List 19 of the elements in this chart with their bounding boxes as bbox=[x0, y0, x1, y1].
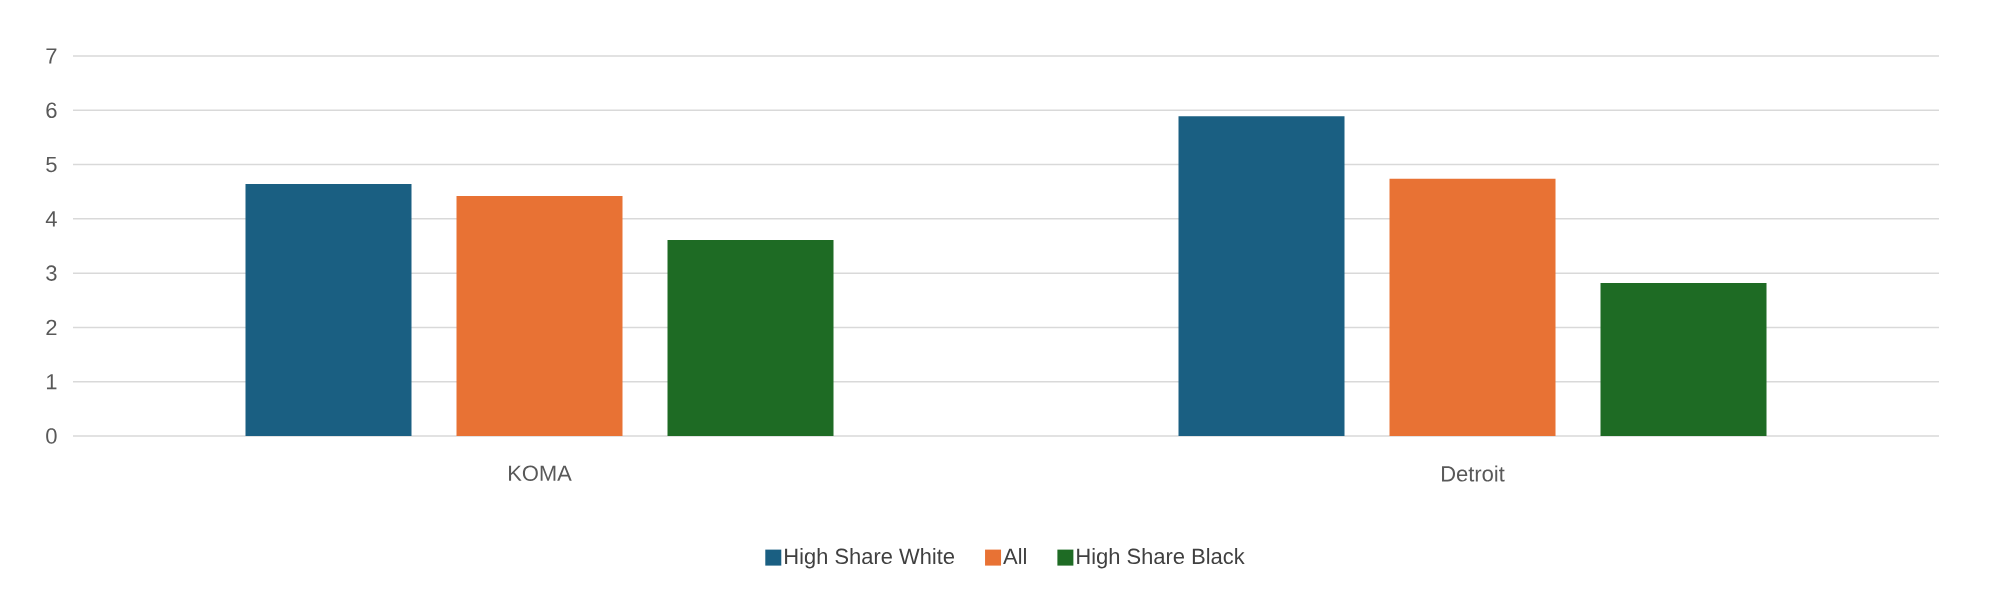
bar bbox=[667, 240, 834, 436]
x-tick-label: KOMA bbox=[509, 465, 572, 482]
legend-label: High Share Black bbox=[1077, 548, 1245, 569]
legend-label: All bbox=[1003, 548, 1026, 564]
y-tick-label: 0 bbox=[46, 428, 57, 444]
legend-label: High Share White bbox=[785, 548, 955, 569]
y-tick-label: 7 bbox=[46, 48, 57, 64]
bar bbox=[1600, 282, 1767, 436]
x-tick-label: Detroit bbox=[1442, 465, 1505, 482]
y-tick-label: 3 bbox=[46, 265, 57, 281]
bar bbox=[1389, 178, 1556, 436]
bar bbox=[245, 184, 412, 436]
bar bbox=[456, 196, 623, 436]
y-tick-label: 2 bbox=[46, 319, 57, 336]
y-tick-label: 1 bbox=[46, 374, 57, 390]
y-tick-label: 6 bbox=[46, 102, 57, 119]
y-tick-label: 4 bbox=[45, 211, 57, 227]
bar bbox=[1178, 116, 1345, 436]
y-tick-label: 5 bbox=[46, 156, 57, 173]
